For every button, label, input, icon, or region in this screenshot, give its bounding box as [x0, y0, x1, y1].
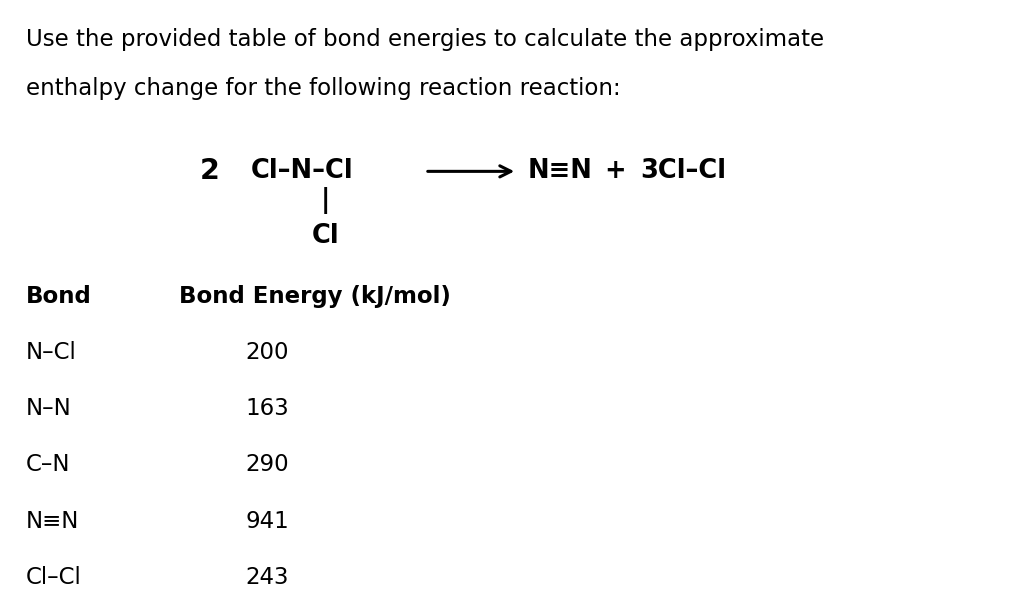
Text: 243: 243 — [246, 566, 289, 589]
Text: |: | — [321, 187, 331, 214]
Text: Cl: Cl — [312, 223, 339, 248]
Text: 200: 200 — [246, 341, 289, 364]
Text: N–N: N–N — [26, 397, 72, 420]
Text: 290: 290 — [246, 453, 290, 477]
Text: Bond Energy (kJ/mol): Bond Energy (kJ/mol) — [179, 285, 452, 308]
Text: 163: 163 — [246, 397, 290, 420]
Text: N≡N: N≡N — [26, 510, 79, 533]
Text: N–Cl: N–Cl — [26, 341, 77, 364]
Text: Bond: Bond — [26, 285, 91, 308]
Text: 3Cl–Cl: 3Cl–Cl — [640, 159, 726, 184]
Text: Cl–Cl: Cl–Cl — [26, 566, 81, 589]
Text: Cl–N–Cl: Cl–N–Cl — [251, 159, 353, 184]
Text: C–N: C–N — [26, 453, 70, 477]
Text: +: + — [604, 159, 626, 184]
Text: 941: 941 — [246, 510, 290, 533]
Text: N≡N: N≡N — [527, 159, 592, 184]
Text: 2: 2 — [200, 157, 219, 185]
Text: Use the provided table of bond energies to calculate the approximate: Use the provided table of bond energies … — [26, 28, 823, 51]
Text: enthalpy change for the following reaction reaction:: enthalpy change for the following reacti… — [26, 76, 621, 100]
